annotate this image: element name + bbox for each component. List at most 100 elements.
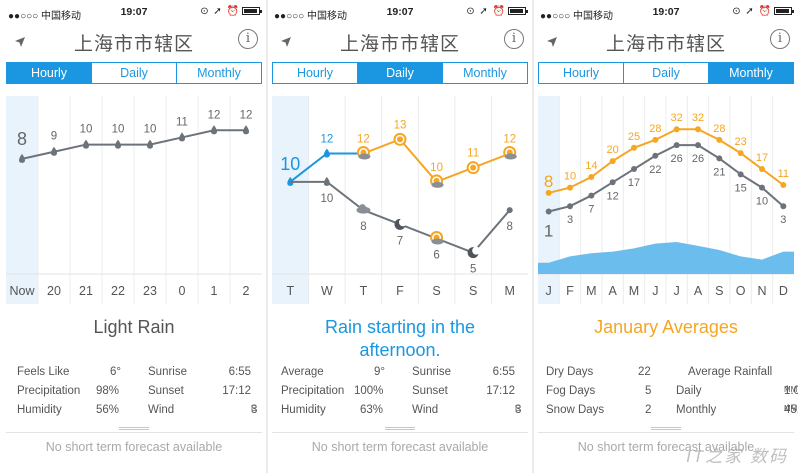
x-tick-label: A xyxy=(694,284,703,298)
humidity-label: Humidity xyxy=(281,404,326,416)
tab-daily[interactable]: Daily xyxy=(357,63,442,83)
monthly-chart: J F M A M J J A S O N D 8 10 14 20 25 28 32 32 28 23 17 11 1 3 7 12… xyxy=(538,96,794,304)
fog-days-value: 5 xyxy=(645,385,652,397)
battery-icon xyxy=(774,7,794,15)
info-button[interactable]: i xyxy=(238,29,258,49)
x-tick-label: M xyxy=(629,284,639,298)
low-point xyxy=(588,192,595,199)
rainfall-area xyxy=(538,242,794,274)
x-tick-label: S xyxy=(432,284,440,298)
high-temperature-label: 25 xyxy=(628,131,640,143)
x-tick-label: 21 xyxy=(79,284,93,298)
tab-hourly[interactable]: Hourly xyxy=(296,66,334,80)
dry-days-label: Dry Days xyxy=(546,366,594,378)
status-icons: ⊙ ➚ ⏰ xyxy=(732,6,794,17)
sunset-value: 17:12 xyxy=(486,385,515,397)
drawer-handle[interactable] xyxy=(651,427,681,430)
status-icons: ⊙ ➚ ⏰ xyxy=(466,6,528,17)
high-temperature-label: 28 xyxy=(713,123,725,135)
stat-row: Precipitation 100% Sunset 17:12 xyxy=(268,385,532,403)
tab-monthly[interactable]: Monthly xyxy=(176,63,261,83)
sunset-label: Sunset xyxy=(148,385,184,397)
x-tick-label: S xyxy=(469,284,477,298)
carrier-label: ●●○○○ 中国移动 xyxy=(540,11,613,22)
x-tick-label: 20 xyxy=(47,284,61,298)
average-label: Average xyxy=(281,366,324,378)
sunrise-value: 6:55 xyxy=(492,366,515,378)
tab-hourly[interactable]: Hourly xyxy=(562,66,600,80)
low-point xyxy=(567,203,573,210)
stat-row: Fog Days 5 Daily 1.00MM xyxy=(534,385,798,403)
daily-rainfall-label: Daily xyxy=(676,385,702,397)
tab-daily[interactable]: Daily xyxy=(91,63,176,83)
low-point xyxy=(545,208,552,215)
low-temperature-label: 12 xyxy=(607,190,619,202)
info-button[interactable]: i xyxy=(770,29,790,49)
city-name: 上海市市辖区 xyxy=(339,34,460,55)
header: 上海市市辖区 i xyxy=(2,24,266,60)
location-arrow-icon[interactable] xyxy=(14,36,26,48)
x-tick-label: F xyxy=(566,284,574,298)
x-tick-label: 23 xyxy=(143,284,157,298)
status-bar: ●●○○○ 中国移动 19:07 ⊙ ➚ ⏰ xyxy=(2,0,266,24)
panel-separator xyxy=(266,0,268,473)
humidity-value: 56% xyxy=(96,404,120,416)
high-point xyxy=(695,126,701,133)
data-point xyxy=(506,207,513,214)
wind-direction: E xyxy=(515,404,521,413)
high-temperature-label: 12 xyxy=(357,134,370,146)
low-point xyxy=(652,152,659,159)
high-temperature-label: 12 xyxy=(503,134,516,146)
x-tick-label: 1 xyxy=(211,284,218,298)
rain-drop-icon xyxy=(243,125,249,135)
rain-drop-icon xyxy=(115,139,121,149)
sun-core xyxy=(397,136,403,143)
tab-monthly[interactable]: Monthly xyxy=(442,63,527,83)
rain-drop-icon xyxy=(287,176,294,186)
sunrise-value: 6:55 xyxy=(228,366,251,378)
temperature-label: 12 xyxy=(208,109,221,121)
location-arrow-icon[interactable] xyxy=(280,36,292,48)
hourly-panel: ●●○○○ 中国移动 19:07 ⊙ ➚ ⏰ 上海市市辖区 i Hourly D… xyxy=(2,0,266,473)
temperature-label: 10 xyxy=(144,124,157,136)
monthly-rainfall-amount: 45.00 xyxy=(784,404,798,416)
feels-like-value: 6° xyxy=(110,366,121,378)
low-point xyxy=(716,155,723,162)
rain-drop-icon xyxy=(179,132,185,142)
monthly-panel: ●●○○○ 中国移动 19:07 ⊙ ➚ ⏰ 上海市市辖区 i Hourly D… xyxy=(534,0,798,473)
current-period-highlight xyxy=(272,96,309,304)
tab-monthly[interactable]: Monthly xyxy=(708,63,793,83)
status-bar: ●●○○○ 中国移动 19:07 ⊙ ➚ ⏰ xyxy=(268,0,532,24)
location-arrow-icon[interactable] xyxy=(546,36,558,48)
divider xyxy=(6,432,262,433)
tab-hourly[interactable]: Hourly xyxy=(7,63,91,83)
high-point xyxy=(631,144,637,151)
humidity-value: 63% xyxy=(360,404,384,416)
tab-daily[interactable]: Daily xyxy=(623,63,708,83)
stat-row: Dry Days 22 Average Rainfall xyxy=(534,366,798,384)
condition-summary: January Averages xyxy=(594,317,738,337)
snow-days-label: Snow Days xyxy=(546,404,605,416)
daily-panel: ●●○○○ 中国移动 19:07 ⊙ ➚ ⏰ 上海市市辖区 i Hourly D… xyxy=(268,0,532,473)
high-point xyxy=(588,174,595,180)
x-tick-label: A xyxy=(608,284,617,298)
drawer-handle[interactable] xyxy=(385,427,415,430)
partly-cloudy-icon xyxy=(358,153,371,160)
high-temperature-label: 11 xyxy=(467,148,479,160)
monthly-rainfall-unit: MM xyxy=(784,404,798,413)
temperature-label: 12 xyxy=(240,109,253,121)
high-point xyxy=(567,184,573,191)
drawer-handle[interactable] xyxy=(119,427,149,430)
rain-drop-icon xyxy=(211,125,217,135)
low-temperature-label: 7 xyxy=(397,235,403,247)
high-point xyxy=(652,136,659,143)
average-value: 9° xyxy=(374,366,385,378)
temperature-label: 8 xyxy=(17,129,27,149)
sunset-value: 17:12 xyxy=(222,385,251,397)
info-button[interactable]: i xyxy=(504,29,524,49)
header: 上海市市辖区 i xyxy=(268,24,532,60)
high-point xyxy=(609,158,616,165)
